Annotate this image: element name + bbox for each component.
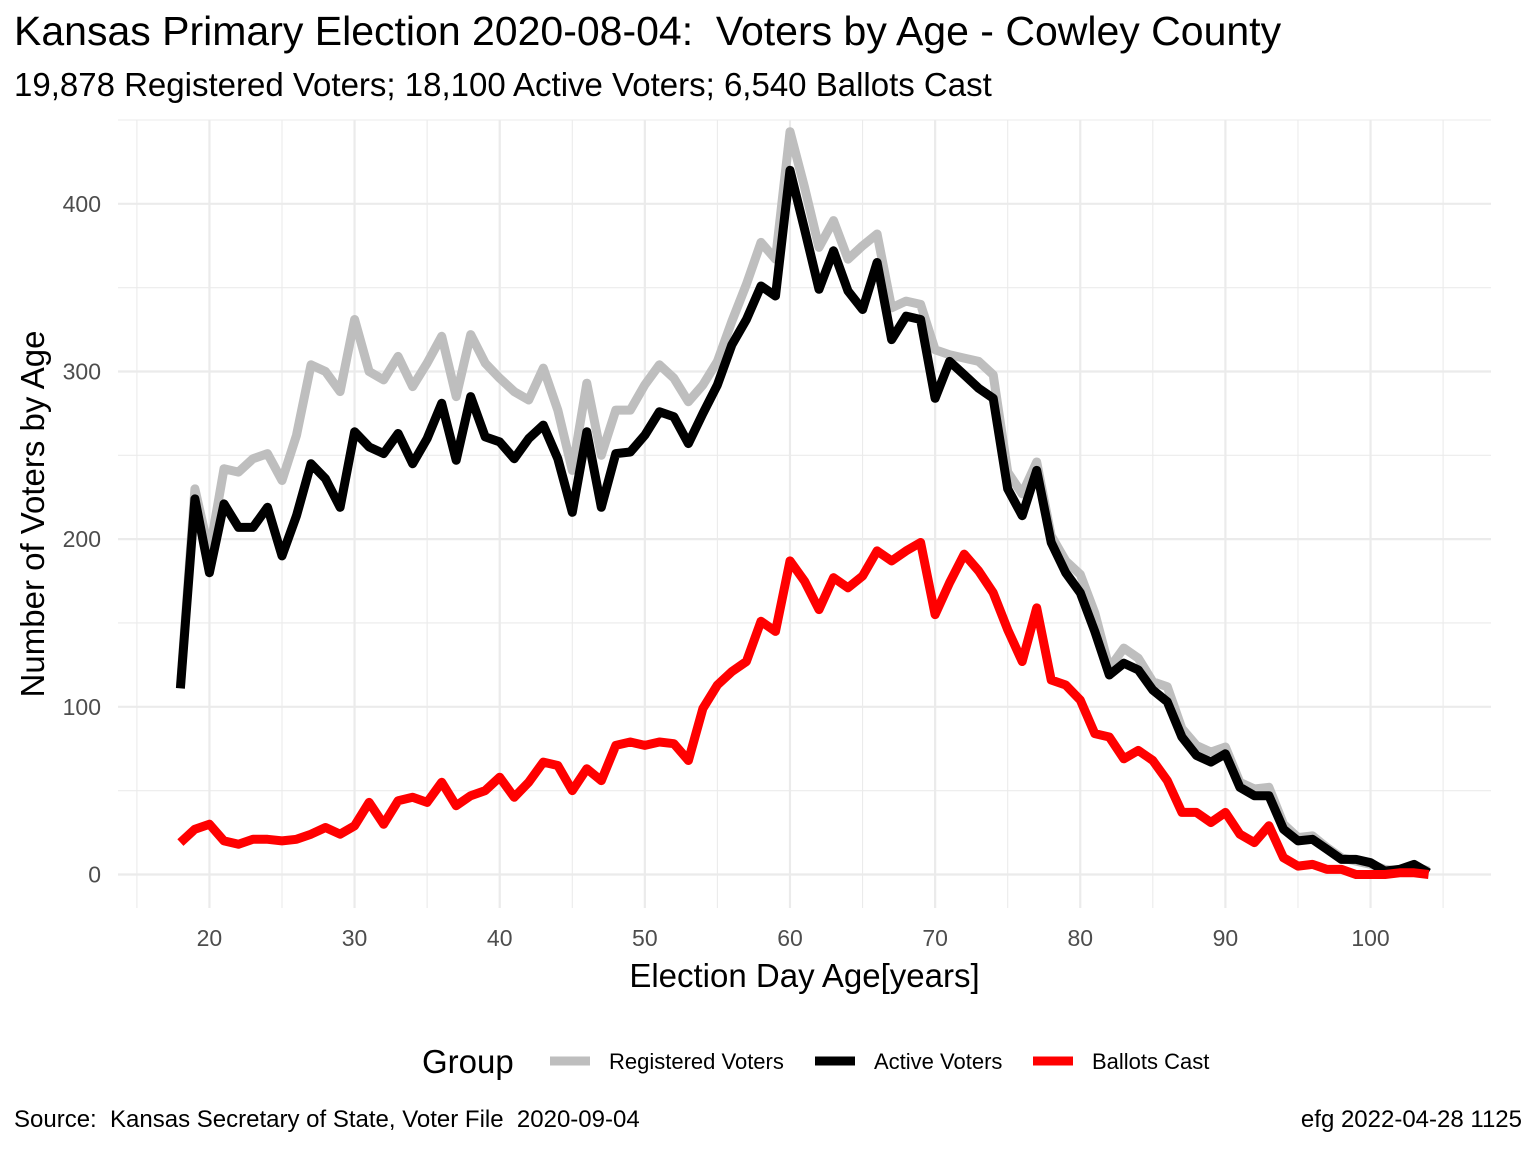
y-axis-title: Number of Voters by Age xyxy=(14,331,51,698)
legend-title: Group xyxy=(422,1043,514,1080)
source-caption: Source: Kansas Secretary of State, Voter… xyxy=(14,1106,640,1133)
y-tick-label: 0 xyxy=(88,861,101,887)
y-tick-label: 200 xyxy=(63,526,101,552)
chart-subtitle: 19,878 Registered Voters; 18,100 Active … xyxy=(14,66,992,103)
y-tick-label: 100 xyxy=(63,694,101,720)
timestamp-caption: efg 2022-04-28 1125 xyxy=(1300,1106,1522,1133)
x-tick-label: 90 xyxy=(1213,925,1239,951)
legend-label: Active Voters xyxy=(874,1049,1002,1074)
x-tick-label: 60 xyxy=(777,925,803,951)
series-line-registered-voters xyxy=(175,127,1431,876)
series-line-active-voters xyxy=(175,165,1431,877)
y-tick-label: 300 xyxy=(63,358,101,384)
legend-label: Ballots Cast xyxy=(1092,1049,1209,1074)
legend-label: Registered Voters xyxy=(609,1049,784,1074)
x-tick-label: 80 xyxy=(1067,925,1093,951)
chart-title: Kansas Primary Election 2020-08-04: Vote… xyxy=(14,8,1282,54)
x-tick-label: 20 xyxy=(197,925,223,951)
series-line-ballots-cast xyxy=(177,538,1430,879)
x-tick-label: 100 xyxy=(1351,925,1389,951)
x-tick-label: 70 xyxy=(922,925,948,951)
x-tick-label: 50 xyxy=(632,925,658,951)
y-tick-label: 400 xyxy=(63,191,101,217)
x-tick-label: 30 xyxy=(342,925,368,951)
x-tick-label: 40 xyxy=(487,925,513,951)
x-axis-title: Election Day Age[years] xyxy=(629,957,979,994)
